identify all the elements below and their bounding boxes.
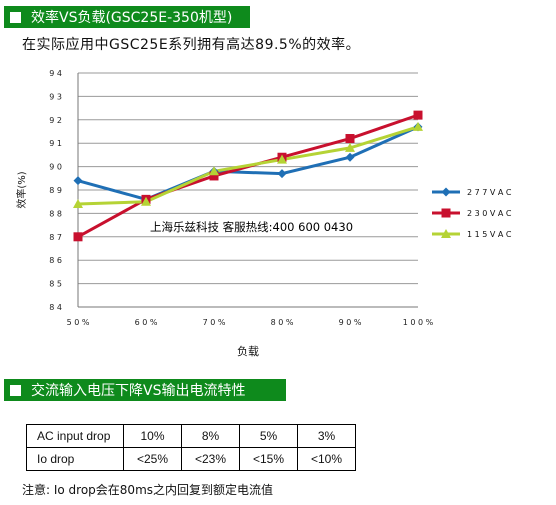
section-banner-efficiency: 效率VS负载(GSC25E-350机型) — [4, 6, 250, 28]
y-tick-label: 9 2 — [49, 116, 62, 125]
data-point-230VAC — [345, 134, 355, 144]
x-tick-label: 5 0 % — [67, 318, 90, 327]
x-tick-label: 1 0 0 % — [403, 318, 434, 327]
x-tick-label: 7 0 % — [203, 318, 226, 327]
data-point-230VAC — [73, 232, 83, 242]
y-tick-label: 8 4 — [49, 303, 62, 312]
legend-marker-230VAC — [441, 208, 451, 218]
input-drop-table: AC input drop 10% 8% 5% 3% Io drop <25% … — [26, 424, 356, 471]
y-tick-label: 9 1 — [49, 139, 62, 148]
data-point-230VAC — [413, 110, 423, 120]
y-tick-label: 8 9 — [49, 186, 62, 195]
table-cell: 3% — [297, 424, 356, 448]
x-tick-label: 8 0 % — [271, 318, 294, 327]
x-tick-label: 6 0 % — [135, 318, 158, 327]
table-cell: AC input drop — [26, 424, 124, 448]
data-point-115VAC — [141, 196, 151, 206]
y-axis-label: 效率(%) — [15, 171, 28, 208]
table-cell: <15% — [239, 447, 298, 471]
data-point-115VAC — [277, 154, 287, 164]
table-cell: 5% — [239, 424, 298, 448]
section-banner-input-drop: 交流输入电压下降VS输出电流特性 — [4, 379, 286, 401]
y-tick-label: 9 4 — [49, 69, 62, 78]
series-line-115VAC — [77, 125, 419, 206]
y-tick-label: 8 6 — [49, 256, 62, 265]
y-tick-label: 8 7 — [49, 233, 62, 242]
table-cell: <25% — [123, 447, 182, 471]
y-tick-label: 8 5 — [49, 280, 62, 289]
data-point-277VAC — [73, 176, 83, 186]
section-title: 交流输入电压下降VS输出电流特性 — [31, 383, 246, 399]
legend-label: 1 1 5 V A C — [467, 230, 512, 239]
efficiency-chart: 8 4 8 5 8 6 8 7 8 8 8 9 9 0 9 1 9 2 9 3 9 4 5 0 % 6 … — [15, 69, 512, 358]
y-tick-label: 9 0 — [49, 163, 62, 172]
legend-label: 2 3 0 V A C — [467, 209, 512, 218]
data-point-115VAC — [209, 166, 219, 176]
subtitle: 在实际应用中GSC25E系列拥有高达89.5%的效率。 — [22, 37, 361, 53]
data-point-277VAC — [345, 152, 355, 162]
data-point-115VAC — [413, 121, 423, 131]
y-tick-label: 8 8 — [49, 209, 62, 218]
table-cell: <23% — [181, 447, 240, 471]
footnote: 注意: Io drop会在80ms之内回复到额定电流值 — [22, 483, 274, 497]
data-point-277VAC — [277, 169, 287, 179]
x-tick-label: 9 0 % — [339, 318, 362, 327]
table-cell: 8% — [181, 424, 240, 448]
data-point-115VAC — [345, 142, 355, 152]
section-title: 效率VS负载(GSC25E-350机型) — [31, 10, 233, 26]
table-row: AC input drop 10% 8% 5% 3% — [26, 424, 356, 448]
legend-label: 2 7 7 V A C — [467, 188, 512, 197]
series-line-277VAC — [77, 125, 419, 201]
data-point-115VAC — [73, 199, 83, 209]
table-row: Io drop <25% <23% <15% <10% — [26, 447, 356, 471]
table-cell: 10% — [123, 424, 182, 448]
data-point-230VAC — [209, 171, 219, 181]
square-bullet-icon — [10, 384, 21, 396]
legend-marker-115VAC — [441, 229, 451, 238]
table-cell: Io drop — [26, 447, 124, 471]
square-bullet-icon — [10, 11, 21, 23]
table-cell: <10% — [297, 447, 356, 471]
y-tick-label: 9 3 — [49, 92, 62, 101]
series-line-230VAC — [77, 113, 419, 239]
x-axis-label: 负载 — [237, 344, 259, 358]
chart-annotation: 上海乐兹科技 客服热线:400 600 0430 — [150, 220, 353, 234]
legend-marker-277VAC — [441, 187, 451, 197]
